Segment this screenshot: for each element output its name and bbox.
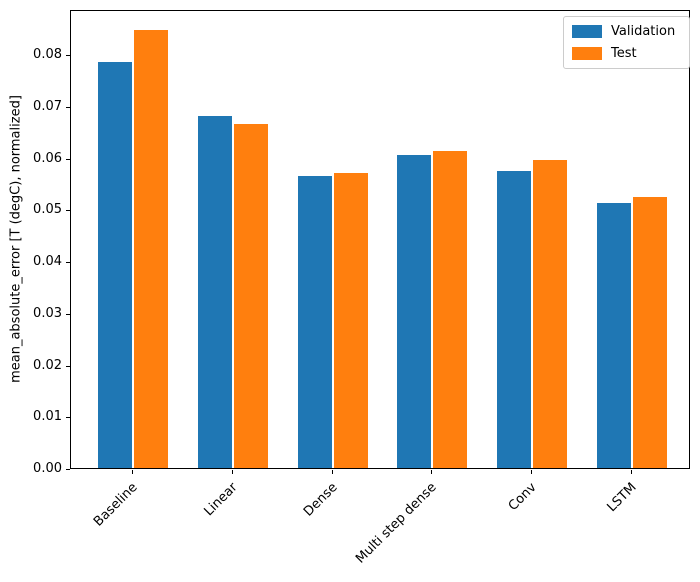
bar-validation-multi-step-dense [397,155,431,468]
legend-entry-validation: Validation [572,23,681,40]
bar-test-linear [234,124,268,468]
legend-swatch-test [572,47,602,60]
y-tick-label: 0.05 [33,202,62,217]
y-tick-mark [66,55,70,56]
y-tick-label: 0.02 [33,358,62,373]
legend-swatch-validation [572,25,602,38]
bar-validation-lstm [597,203,631,468]
y-axis-label: mean_absolute_error [T (degC), normalize… [8,95,24,383]
legend-label-validation: Validation [611,24,676,39]
x-tick-mark [531,470,532,474]
bar-test-conv [533,160,567,468]
y-tick-mark [66,469,70,470]
y-tick-mark [66,159,70,160]
bar-test-lstm [633,197,667,468]
y-tick-mark [66,262,70,263]
y-tick-label: 0.06 [33,151,62,166]
bar-validation-dense [298,176,332,468]
y-tick-label: 0.01 [33,409,62,424]
bar-validation-linear [198,116,232,468]
x-tick-mark [431,470,432,474]
legend-entry-test: Test [572,45,681,62]
y-tick-label: 0.08 [33,47,62,62]
x-tick-label-baseline: Baseline [91,480,141,530]
legend-label-test: Test [611,46,637,61]
plot-area [70,10,690,469]
y-tick-label: 0.00 [33,461,62,476]
x-tick-mark [232,470,233,474]
bar-validation-baseline [98,62,132,468]
x-tick-mark [132,470,133,474]
bar-test-multi-step-dense [433,151,467,468]
y-tick-label: 0.07 [33,99,62,114]
bar-test-dense [334,173,368,468]
y-tick-mark [66,210,70,211]
bar-test-baseline [134,30,168,468]
y-tick-mark [66,314,70,315]
bars-layer [71,11,689,468]
y-tick-mark [66,107,70,108]
x-tick-mark [631,470,632,474]
bar-validation-conv [497,171,531,468]
y-tick-mark [66,417,70,418]
y-tick-mark [66,366,70,367]
legend: Validation Test [563,16,690,69]
x-tick-mark [332,470,333,474]
y-tick-label: 0.04 [33,254,62,269]
y-tick-label: 0.03 [33,306,62,321]
